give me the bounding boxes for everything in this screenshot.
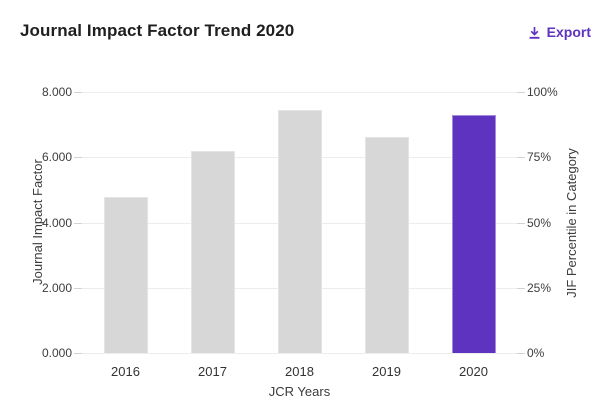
x-axis-tick-label: 2020 — [459, 364, 488, 379]
bar-2017[interactable] — [190, 151, 235, 353]
export-button[interactable]: Export — [528, 24, 591, 40]
right-tick-mark — [517, 92, 525, 93]
gridline — [82, 353, 517, 354]
x-axis-tick-label: 2018 — [285, 364, 314, 379]
left-tick-mark — [74, 353, 82, 354]
right-tick-mark — [517, 353, 525, 354]
download-icon — [529, 26, 540, 39]
left-tick-mark — [74, 222, 82, 224]
right-axis-tick-label: 75% — [527, 150, 552, 165]
left-tick-mark — [74, 157, 82, 159]
x-axis-tick-label: 2019 — [372, 364, 401, 379]
right-axis-tick-label: 25% — [527, 280, 552, 295]
left-axis-tick-label: 2.000 — [41, 280, 72, 295]
page-title: Journal Impact Factor Trend 2020 — [20, 21, 295, 40]
bar-2019[interactable] — [364, 136, 409, 353]
bar-2018[interactable] — [277, 109, 322, 353]
x-axis-tick-label: 2016 — [111, 364, 140, 379]
right-tick-mark — [517, 157, 525, 159]
right-tick-mark — [517, 222, 525, 224]
right-axis-tick-label: 100% — [527, 85, 558, 99]
left-axis-tick-label: 6.000 — [41, 150, 72, 165]
left-tick-mark — [74, 287, 82, 289]
left-axis-tick-label: 8.000 — [41, 85, 72, 99]
right-axis-tick-label: 50% — [527, 215, 552, 230]
left-axis-tick-label: 0.000 — [41, 346, 72, 360]
bar-2016[interactable] — [103, 197, 148, 353]
x-axis-title: JCR Years — [268, 384, 331, 399]
bar-2020-highlighted[interactable] — [451, 114, 496, 353]
right-tick-mark — [517, 287, 525, 289]
left-tick-mark — [74, 92, 82, 93]
right-axis-tick-label: 0% — [527, 346, 545, 360]
gridline — [82, 92, 517, 93]
x-axis-tick-label: 2017 — [198, 364, 227, 379]
export-label: Export — [546, 24, 591, 40]
left-axis-tick-label: 4.000 — [41, 215, 72, 230]
